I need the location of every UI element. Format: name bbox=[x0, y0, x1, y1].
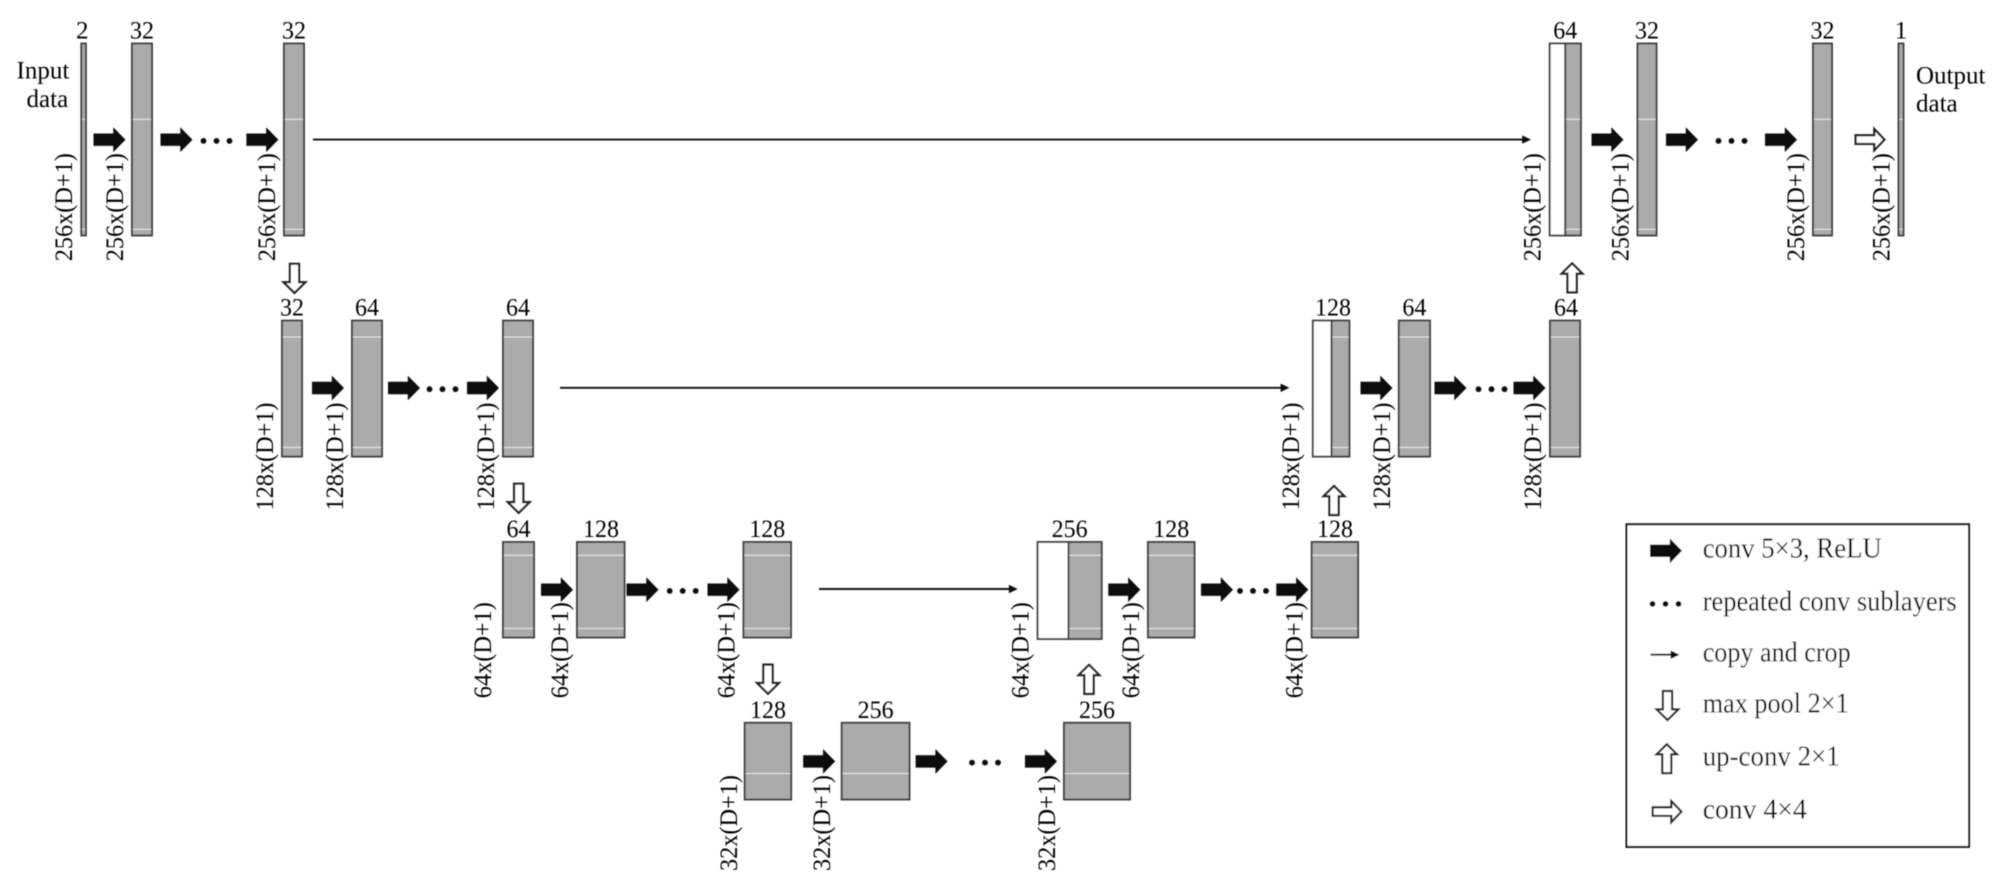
svg-text:32: 32 bbox=[280, 295, 304, 322]
svg-text:256x(D+1): 256x(D+1) bbox=[102, 153, 129, 261]
svg-text:64x(D+1): 64x(D+1) bbox=[547, 602, 574, 698]
svg-text:128: 128 bbox=[583, 516, 619, 543]
svg-text:conv 5×3, ReLU: conv 5×3, ReLU bbox=[1703, 534, 1882, 565]
svg-text:2: 2 bbox=[76, 18, 89, 45]
svg-text:32: 32 bbox=[1811, 18, 1835, 45]
svg-text:128x(D+1): 128x(D+1) bbox=[1369, 403, 1396, 511]
svg-text:128: 128 bbox=[749, 516, 785, 543]
svg-text:up-conv 2×1: up-conv 2×1 bbox=[1703, 741, 1840, 772]
svg-text:128: 128 bbox=[1317, 516, 1353, 543]
svg-text:64x(D+1): 64x(D+1) bbox=[1282, 602, 1309, 698]
svg-text:Input: Input bbox=[17, 57, 70, 84]
svg-text:256x(D+1): 256x(D+1) bbox=[1869, 153, 1896, 261]
svg-text:128x(D+1): 128x(D+1) bbox=[1520, 403, 1547, 511]
svg-text:256: 256 bbox=[1079, 697, 1115, 724]
svg-text:32: 32 bbox=[282, 18, 306, 45]
svg-text:data: data bbox=[1916, 91, 1958, 118]
svg-text:64: 64 bbox=[355, 295, 379, 322]
svg-text:Output: Output bbox=[1916, 63, 1986, 90]
svg-text:64x(D+1): 64x(D+1) bbox=[470, 602, 497, 698]
svg-text:max pool 2×1: max pool 2×1 bbox=[1703, 688, 1849, 719]
svg-text:64: 64 bbox=[507, 516, 531, 543]
svg-text:128: 128 bbox=[1153, 516, 1189, 543]
svg-text:32x(D+1): 32x(D+1) bbox=[716, 775, 743, 871]
svg-text:data: data bbox=[27, 86, 69, 113]
svg-text:128: 128 bbox=[1315, 295, 1351, 322]
svg-text:copy and crop: copy and crop bbox=[1703, 638, 1851, 669]
svg-text:64x(D+1): 64x(D+1) bbox=[1118, 602, 1145, 698]
svg-text:64: 64 bbox=[1554, 295, 1578, 322]
svg-text:256: 256 bbox=[858, 697, 894, 724]
svg-text:128x(D+1): 128x(D+1) bbox=[252, 403, 279, 511]
svg-text:256x(D+1): 256x(D+1) bbox=[1608, 153, 1635, 261]
svg-text:repeated conv sublayers: repeated conv sublayers bbox=[1703, 587, 1957, 618]
svg-text:128x(D+1): 128x(D+1) bbox=[1278, 403, 1305, 511]
svg-text:64: 64 bbox=[1402, 295, 1426, 322]
svg-text:256x(D+1): 256x(D+1) bbox=[51, 153, 78, 261]
svg-text:conv 4×4: conv 4×4 bbox=[1703, 794, 1807, 825]
svg-text:128x(D+1): 128x(D+1) bbox=[322, 403, 349, 511]
svg-text:64: 64 bbox=[506, 295, 530, 322]
svg-text:128: 128 bbox=[750, 697, 786, 724]
svg-text:256x(D+1): 256x(D+1) bbox=[254, 153, 281, 261]
svg-text:256x(D+1): 256x(D+1) bbox=[1783, 153, 1810, 261]
svg-text:1: 1 bbox=[1895, 18, 1908, 45]
svg-text:128x(D+1): 128x(D+1) bbox=[473, 403, 500, 511]
svg-text:64x(D+1): 64x(D+1) bbox=[1008, 602, 1035, 698]
svg-text:32: 32 bbox=[130, 18, 154, 45]
svg-text:32x(D+1): 32x(D+1) bbox=[809, 775, 836, 871]
svg-text:256x(D+1): 256x(D+1) bbox=[1520, 153, 1547, 261]
svg-text:32: 32 bbox=[1635, 18, 1659, 45]
svg-text:32x(D+1): 32x(D+1) bbox=[1034, 775, 1061, 871]
svg-text:256: 256 bbox=[1052, 516, 1088, 543]
svg-text:64: 64 bbox=[1553, 18, 1577, 45]
svg-text:64x(D+1): 64x(D+1) bbox=[714, 602, 741, 698]
